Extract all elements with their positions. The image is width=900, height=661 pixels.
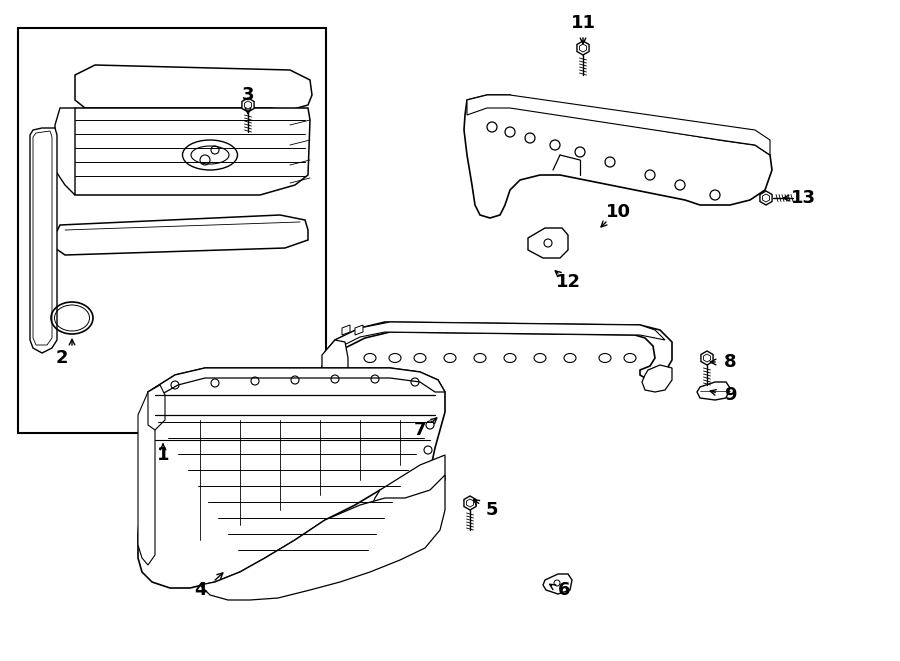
Text: 4: 4 <box>194 581 206 599</box>
Polygon shape <box>30 128 57 353</box>
Text: 12: 12 <box>555 273 580 291</box>
Polygon shape <box>528 228 568 258</box>
Polygon shape <box>701 351 713 365</box>
Text: 6: 6 <box>558 581 571 599</box>
Polygon shape <box>467 95 770 155</box>
Polygon shape <box>697 382 730 400</box>
Polygon shape <box>322 340 348 382</box>
Polygon shape <box>543 574 572 594</box>
Text: 2: 2 <box>56 349 68 367</box>
Polygon shape <box>138 392 155 565</box>
Polygon shape <box>55 215 308 255</box>
Polygon shape <box>200 475 445 600</box>
Text: 11: 11 <box>571 14 596 32</box>
Polygon shape <box>760 191 772 205</box>
Polygon shape <box>355 325 363 335</box>
Polygon shape <box>342 325 350 335</box>
Polygon shape <box>65 108 310 195</box>
Text: 1: 1 <box>157 446 169 464</box>
Polygon shape <box>464 95 772 218</box>
Text: 10: 10 <box>606 203 631 221</box>
Polygon shape <box>322 322 672 382</box>
Polygon shape <box>577 41 590 55</box>
Text: 8: 8 <box>724 353 736 371</box>
Text: 13: 13 <box>790 189 815 207</box>
Polygon shape <box>642 365 672 392</box>
Polygon shape <box>138 368 445 588</box>
Text: 7: 7 <box>414 421 427 439</box>
Polygon shape <box>75 65 312 110</box>
Bar <box>18 28 326 433</box>
Text: 5: 5 <box>486 501 499 519</box>
Polygon shape <box>464 496 476 510</box>
Polygon shape <box>55 108 75 195</box>
Text: 9: 9 <box>724 386 736 404</box>
Polygon shape <box>242 98 254 112</box>
Polygon shape <box>148 385 165 430</box>
Polygon shape <box>370 455 445 520</box>
Text: 3: 3 <box>242 86 254 104</box>
Polygon shape <box>335 322 665 347</box>
Polygon shape <box>148 368 445 398</box>
